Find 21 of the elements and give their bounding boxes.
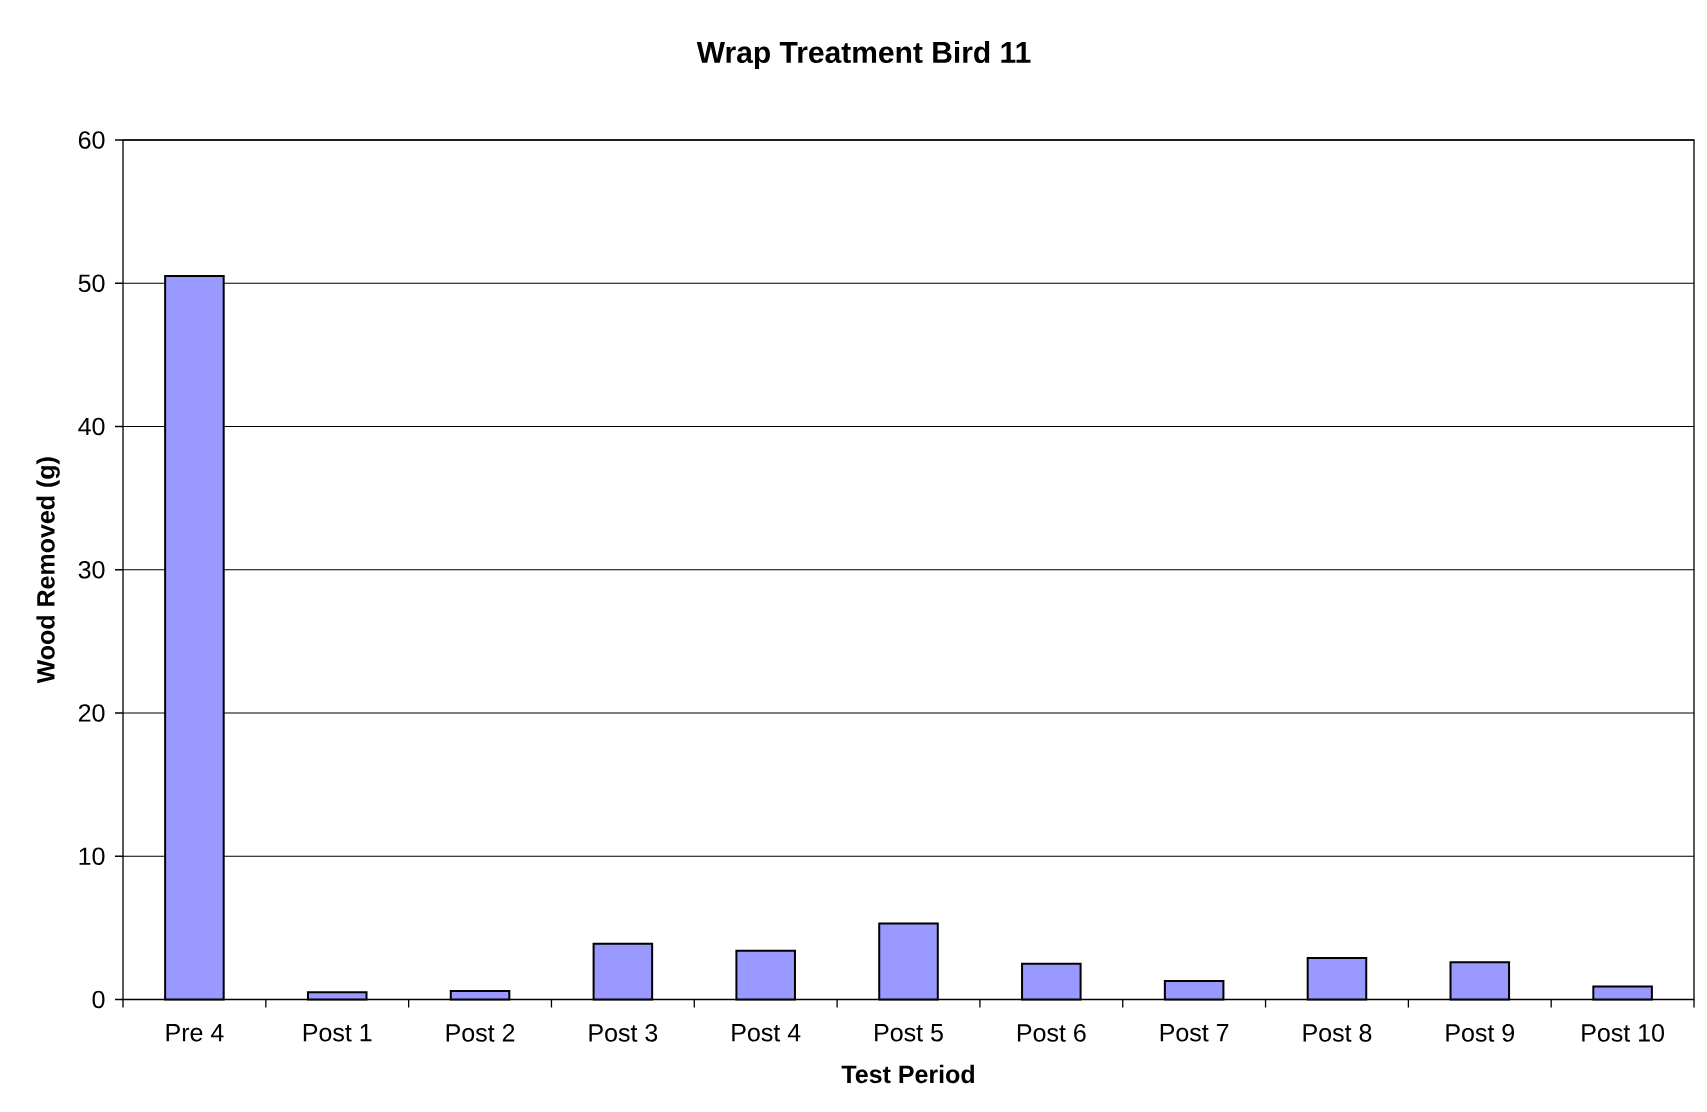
x-tick-label: Pre 4 [166,1024,224,1042]
y-tick-label: 10 [79,847,105,866]
x-tick-label: Post 7 [1160,1024,1229,1042]
x-tick-label: Post 8 [1303,1024,1372,1042]
x-tick-label: Post 6 [1017,1024,1086,1042]
y-axis-title: Wood Removed (g) [36,457,60,684]
x-tick-label: Post 2 [446,1024,515,1042]
x-tick-label: Post 1 [303,1024,372,1042]
y-tick-label: 30 [78,560,105,579]
y-tick-label: 40 [78,417,105,436]
x-tick-label: Post 9 [1446,1024,1515,1042]
y-tick-label: 0 [92,990,105,1009]
y-tick-label: 50 [78,274,105,293]
y-tick-label: 60 [78,131,105,149]
x-axis-title: Test Period [841,1064,974,1084]
x-tick-label: Post 3 [589,1024,658,1042]
x-tick-label: Post 4 [732,1024,801,1042]
y-tick-label: 20 [78,704,105,722]
x-tick-label: Post 10 [1582,1024,1664,1042]
chart-title: Wrap Treatment Bird 11 [696,41,1031,69]
x-tick-label: Post 5 [875,1024,943,1042]
